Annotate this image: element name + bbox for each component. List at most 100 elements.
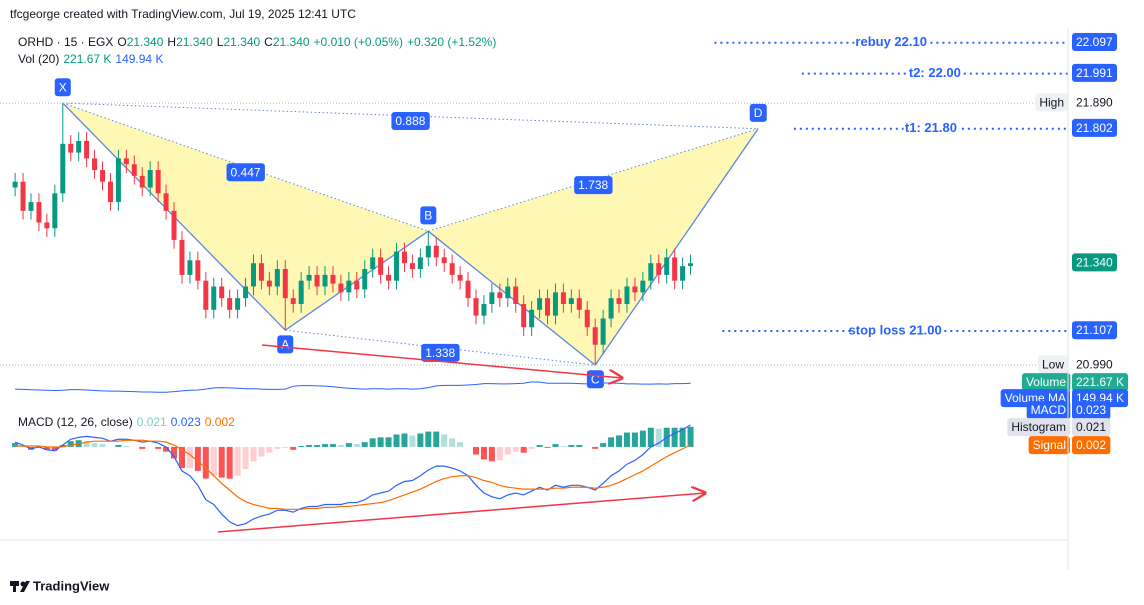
candle-body [131,164,137,176]
candle-body [20,181,26,211]
macd-line [14,424,691,527]
histogram-bar [528,446,535,449]
ratio-label: 1.338 [425,346,455,360]
level-price: 21.107 [1076,323,1113,337]
symbol: ORHD · 15 · EGX [18,35,114,49]
ratio-label: 1.738 [578,178,608,192]
pattern-leg [427,230,596,366]
histogram-bar [568,445,575,447]
pattern-leg [594,128,759,366]
candle-body [449,263,455,275]
axis-name-bg [1021,373,1071,392]
histogram-bar [441,434,448,447]
candle-body [640,280,646,293]
candle-body [672,257,678,281]
histogram-bar [433,431,440,447]
candle-body [481,303,487,316]
ratio-label-bg [421,343,460,362]
histogram-bar [258,446,265,457]
candle-body [171,210,177,240]
level-price: 22.097 [1076,35,1113,49]
candle-body [155,170,161,194]
candle-body [552,292,558,316]
credit: tfcgeorge created with TradingView.com, … [10,7,356,21]
candle-body [457,274,463,281]
axis-name: Signal [1033,438,1066,452]
level-price-bg [1072,63,1118,82]
axis-value: 0.023 [1076,403,1106,417]
candle-body [107,181,113,203]
last-price: 21.340 [1076,255,1113,269]
ohlc-h: H21.340 [167,35,212,49]
histogram-bar [274,446,281,449]
histogram-bar [536,445,543,447]
level-price-bg [1072,118,1118,137]
histogram-bar [115,445,122,447]
histogram-bar [306,445,313,447]
pattern-point-label-bg [420,206,437,225]
level-text: rebuy 22.10 [855,34,927,49]
histogram-bar [576,445,583,447]
axis-value-bg [1072,373,1129,392]
extreme-price: 20.990 [1076,357,1113,371]
histogram-bar [544,446,551,448]
label: H [167,35,177,49]
histogram-bar [512,446,519,452]
candle-body [378,257,384,275]
histogram-bar [647,427,654,447]
candle-body [529,309,535,328]
histogram-bar [496,446,503,461]
pattern-point-label: C [591,372,600,386]
candle-body [465,280,471,299]
histogram-bar [600,443,607,447]
pattern-point-label-bg [277,335,294,354]
candle-body [274,269,280,287]
extreme-name: High [1039,95,1064,109]
axis-name-bg [1007,418,1070,437]
histogram-bar [457,442,464,447]
histogram-bar [592,446,599,449]
candle-body [258,263,264,281]
volume-title: Vol (20) [18,52,60,66]
histogram-bar [234,446,241,476]
histogram-bar [655,428,662,447]
histogram-bar [250,446,257,462]
histogram-bar [123,445,130,447]
level-price-bg [1072,32,1118,51]
candle-body [179,239,185,275]
histogram-bar [329,444,336,447]
extreme-price-bg [1072,355,1118,374]
histogram-bar [290,446,297,450]
candle-body [163,193,169,211]
signal-line [15,439,691,510]
pattern-point-label-bg [749,103,767,122]
ratio-label-bg [391,112,430,131]
candle-body [282,269,288,299]
axis-value-bg [1072,418,1111,437]
histogram-bar [322,444,329,447]
brand: TradingView [33,578,110,593]
candle-body [688,263,694,267]
candle-body [306,274,312,281]
histogram-bar [226,446,233,479]
histogram-bar [171,446,178,459]
histogram-bar [608,437,615,447]
histogram-bar [520,446,527,453]
axis-name: MACD [1031,403,1067,417]
label: L [216,35,224,49]
candle-body [235,298,241,310]
signal-value: 0.002 [204,415,235,429]
value: 21.340 [126,35,164,49]
pattern-point-label: X [59,80,67,94]
candle-body [656,263,662,275]
label: O [117,35,127,49]
candle-body [139,175,145,188]
candle-body [354,280,360,290]
extreme-name-bg [1037,355,1069,374]
candle-body [362,269,368,290]
candle-body [60,143,66,194]
histogram-bar [623,432,630,447]
histogram-bar [560,445,567,447]
value: 21.340 [223,35,261,49]
